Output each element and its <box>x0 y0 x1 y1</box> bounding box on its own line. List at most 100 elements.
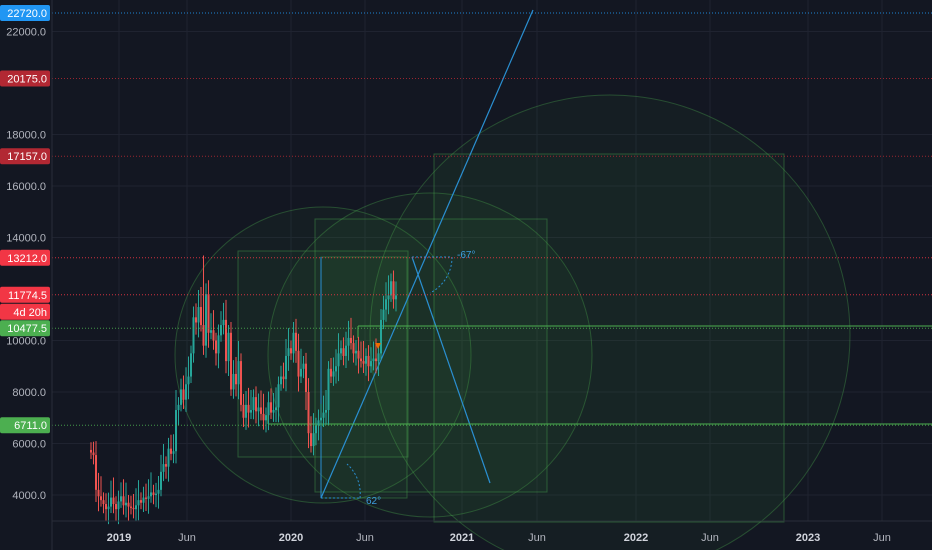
candle-body <box>135 505 137 510</box>
price-badge <box>0 320 50 337</box>
price-badge-label: 17157.0 <box>7 151 47 163</box>
candle-body <box>355 350 357 354</box>
candle-body <box>125 502 127 506</box>
candle-body <box>275 407 277 411</box>
x-tick-label: 2021 <box>450 532 474 544</box>
candle-body <box>367 355 370 367</box>
candle-body <box>317 420 320 426</box>
candles <box>90 255 397 525</box>
candle-body <box>342 348 345 356</box>
y-tick-label: 18000.0 <box>6 130 46 142</box>
candle-body <box>132 507 135 510</box>
candle-body <box>105 504 107 510</box>
candle-body <box>200 307 202 326</box>
x-axis: 2019 Jun 2020 Jun 2021 Jun 2022 Jun 2023 Jun <box>52 520 932 544</box>
candle-body <box>282 376 285 380</box>
y-axis: 4000.0 6000.0 8000.0 10000.0 14000.0 16000.0 1… <box>6 0 53 550</box>
candle-body <box>175 410 177 452</box>
grid <box>52 0 932 521</box>
candle-body <box>337 353 340 367</box>
candle-body <box>265 415 267 421</box>
price-badge-label: 13212.0 <box>7 253 47 265</box>
candle-body <box>215 340 217 354</box>
candle-body <box>250 410 252 413</box>
candle-body <box>365 355 367 364</box>
candle-body <box>387 295 390 300</box>
price-badge <box>0 249 50 266</box>
candle-body <box>195 317 197 323</box>
angle-label: 62° <box>366 496 381 507</box>
candle-body <box>212 330 215 341</box>
candle-body <box>285 355 287 380</box>
price-badge <box>0 4 50 21</box>
candle-body <box>347 337 350 346</box>
candle-body <box>100 496 102 501</box>
candle-body <box>207 294 210 333</box>
x-tick-label: 2020 <box>279 532 303 544</box>
candle-body <box>350 337 352 344</box>
y-tick-label: 22000.0 <box>6 27 46 39</box>
candle-body <box>327 368 330 411</box>
candle-body <box>267 402 270 416</box>
candle-body <box>370 361 372 367</box>
candle-body <box>287 348 290 356</box>
price-badge-label: 20175.0 <box>7 73 47 85</box>
x-tick-label: Jun <box>701 532 719 544</box>
price-badge-label: 6711.0 <box>14 420 47 432</box>
candle-body <box>240 361 242 405</box>
candle-body <box>97 489 100 497</box>
candle-body <box>155 493 157 495</box>
candle-body <box>190 353 192 377</box>
candle-body <box>385 299 387 310</box>
candle-body <box>255 397 257 412</box>
candle-body <box>152 492 155 495</box>
candle-body <box>310 433 312 447</box>
candle-body <box>375 358 377 362</box>
candle-body <box>142 497 145 503</box>
price-badge-label: 11774.5 <box>8 290 47 302</box>
candle-body <box>247 404 250 413</box>
candle-body <box>277 384 280 408</box>
candle-body <box>252 397 255 411</box>
candle-body <box>222 319 225 326</box>
candle-body <box>330 368 332 377</box>
candle-body <box>312 433 315 447</box>
candle-body <box>322 412 325 418</box>
candle-body <box>352 343 355 354</box>
candle-body <box>390 281 392 296</box>
candle-body <box>107 506 110 510</box>
angle-arc <box>429 256 453 294</box>
fib-circle <box>267 192 593 518</box>
price-badge <box>0 70 50 87</box>
countdown-badge <box>0 303 50 320</box>
candle-body <box>357 350 360 359</box>
candle-body <box>120 496 122 502</box>
y-tick-label: 4000.0 <box>12 490 46 502</box>
drawings <box>174 9 932 550</box>
candle-body <box>280 376 282 385</box>
candle-body <box>345 345 347 356</box>
candle-body <box>237 361 240 385</box>
candle-body <box>332 371 335 377</box>
marker <box>375 343 381 349</box>
candle-body <box>122 496 125 506</box>
candle-body <box>90 449 92 453</box>
candle-body <box>170 448 172 454</box>
candle-body <box>315 425 317 434</box>
price-badge-label: 10477.5 <box>7 323 47 335</box>
candle-body <box>260 407 262 414</box>
candle-body <box>115 504 117 510</box>
candle-body <box>360 358 362 362</box>
candle-body <box>235 373 237 385</box>
x-tick-label: 2019 <box>107 532 131 544</box>
candle-body <box>227 332 230 362</box>
x-tick-label: 2023 <box>796 532 820 544</box>
candle-body <box>232 373 235 390</box>
fib-box <box>433 153 785 523</box>
trend-line <box>411 256 491 484</box>
candle-body <box>382 309 385 320</box>
candle-body <box>300 368 302 377</box>
candle-body <box>140 500 142 503</box>
candle-body <box>162 464 165 472</box>
